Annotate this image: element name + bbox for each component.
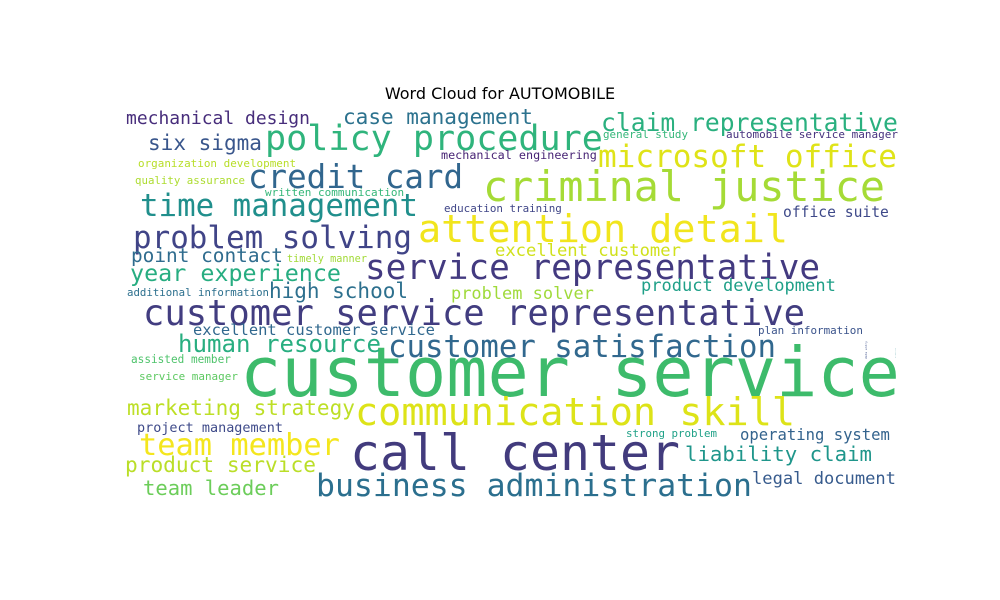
word-criminal-justice: criminal justice <box>483 162 885 211</box>
word-general-study: general study <box>603 128 688 141</box>
word-quality-assurance: quality assurance <box>135 174 245 187</box>
word-mechanical-engineering: mechanical engineering <box>441 148 597 162</box>
word-marketing-strategy: marketing strategy <box>127 395 355 420</box>
word-problem-solving: problem solving <box>133 220 412 256</box>
word-attention-detail: attention detail <box>418 207 788 252</box>
word-excellent-customer: excellent customer <box>495 241 681 261</box>
word-administrative-support: administrative support <box>894 348 897 358</box>
word-office-suite: office suite <box>783 204 889 221</box>
word-point-contact: point contact <box>131 244 283 267</box>
word-year-experience: year experience <box>130 259 341 287</box>
word-project-management: project management <box>137 420 283 436</box>
word-liability-claim: liability claim <box>685 442 872 466</box>
word-credit-card: credit card <box>248 158 463 196</box>
word-time-management: time management <box>140 188 418 224</box>
word-plan-information: plan information <box>758 324 863 337</box>
chart-title: Word Cloud for AUTOMOBILE <box>384 84 616 103</box>
word-six-sigma: six sigma <box>148 130 262 155</box>
word-education-training: education training <box>444 202 562 215</box>
word-communication-skill: communication skill <box>355 390 795 435</box>
word-automobile-service-manager: automobile service manager <box>726 128 898 141</box>
word-microsoft-office: microsoft office <box>598 139 897 175</box>
word-operating-system: operating system <box>740 426 890 444</box>
word-assisted-member: assisted member <box>131 353 231 366</box>
word-service-representative: service representative <box>365 248 820 288</box>
word-excellent-customer-service: excellent customer service <box>193 321 435 339</box>
word-product-service: product service <box>125 452 316 477</box>
word-additional-information: additional information <box>127 286 269 299</box>
word-claim-representative: claim representative <box>601 108 898 137</box>
word-high-school: high school <box>269 279 408 303</box>
word-strong-problem: strong problem <box>626 427 717 440</box>
word-business-administration: business administration <box>316 468 752 504</box>
word-mechanical-design: mechanical design <box>126 108 310 129</box>
word-case-management: case management <box>343 104 533 129</box>
word-customer-service: customer service <box>240 333 900 413</box>
word-human-resource: human resource <box>178 330 381 358</box>
word-customer-satisfaction: customer satisfaction <box>388 330 776 365</box>
word-team-leader: team leader <box>143 476 279 500</box>
word-written-communication: written communication <box>265 186 404 199</box>
word-timely-manner: timely manner <box>287 254 367 265</box>
word-data-entry: data entry <box>864 341 868 359</box>
word-service-manager: service manager <box>139 370 238 383</box>
word-product-development: product development <box>641 276 836 296</box>
word-customer-service-representative: customer service representative <box>143 293 805 334</box>
word-policy-procedure: policy procedure <box>265 118 603 159</box>
word-organization-development: organization development <box>138 157 296 170</box>
word-team-member: team member <box>139 428 340 463</box>
word-call-center: call center <box>350 424 680 482</box>
word-problem-solver: problem solver <box>451 283 594 303</box>
word-legal-document: legal document <box>752 469 896 489</box>
